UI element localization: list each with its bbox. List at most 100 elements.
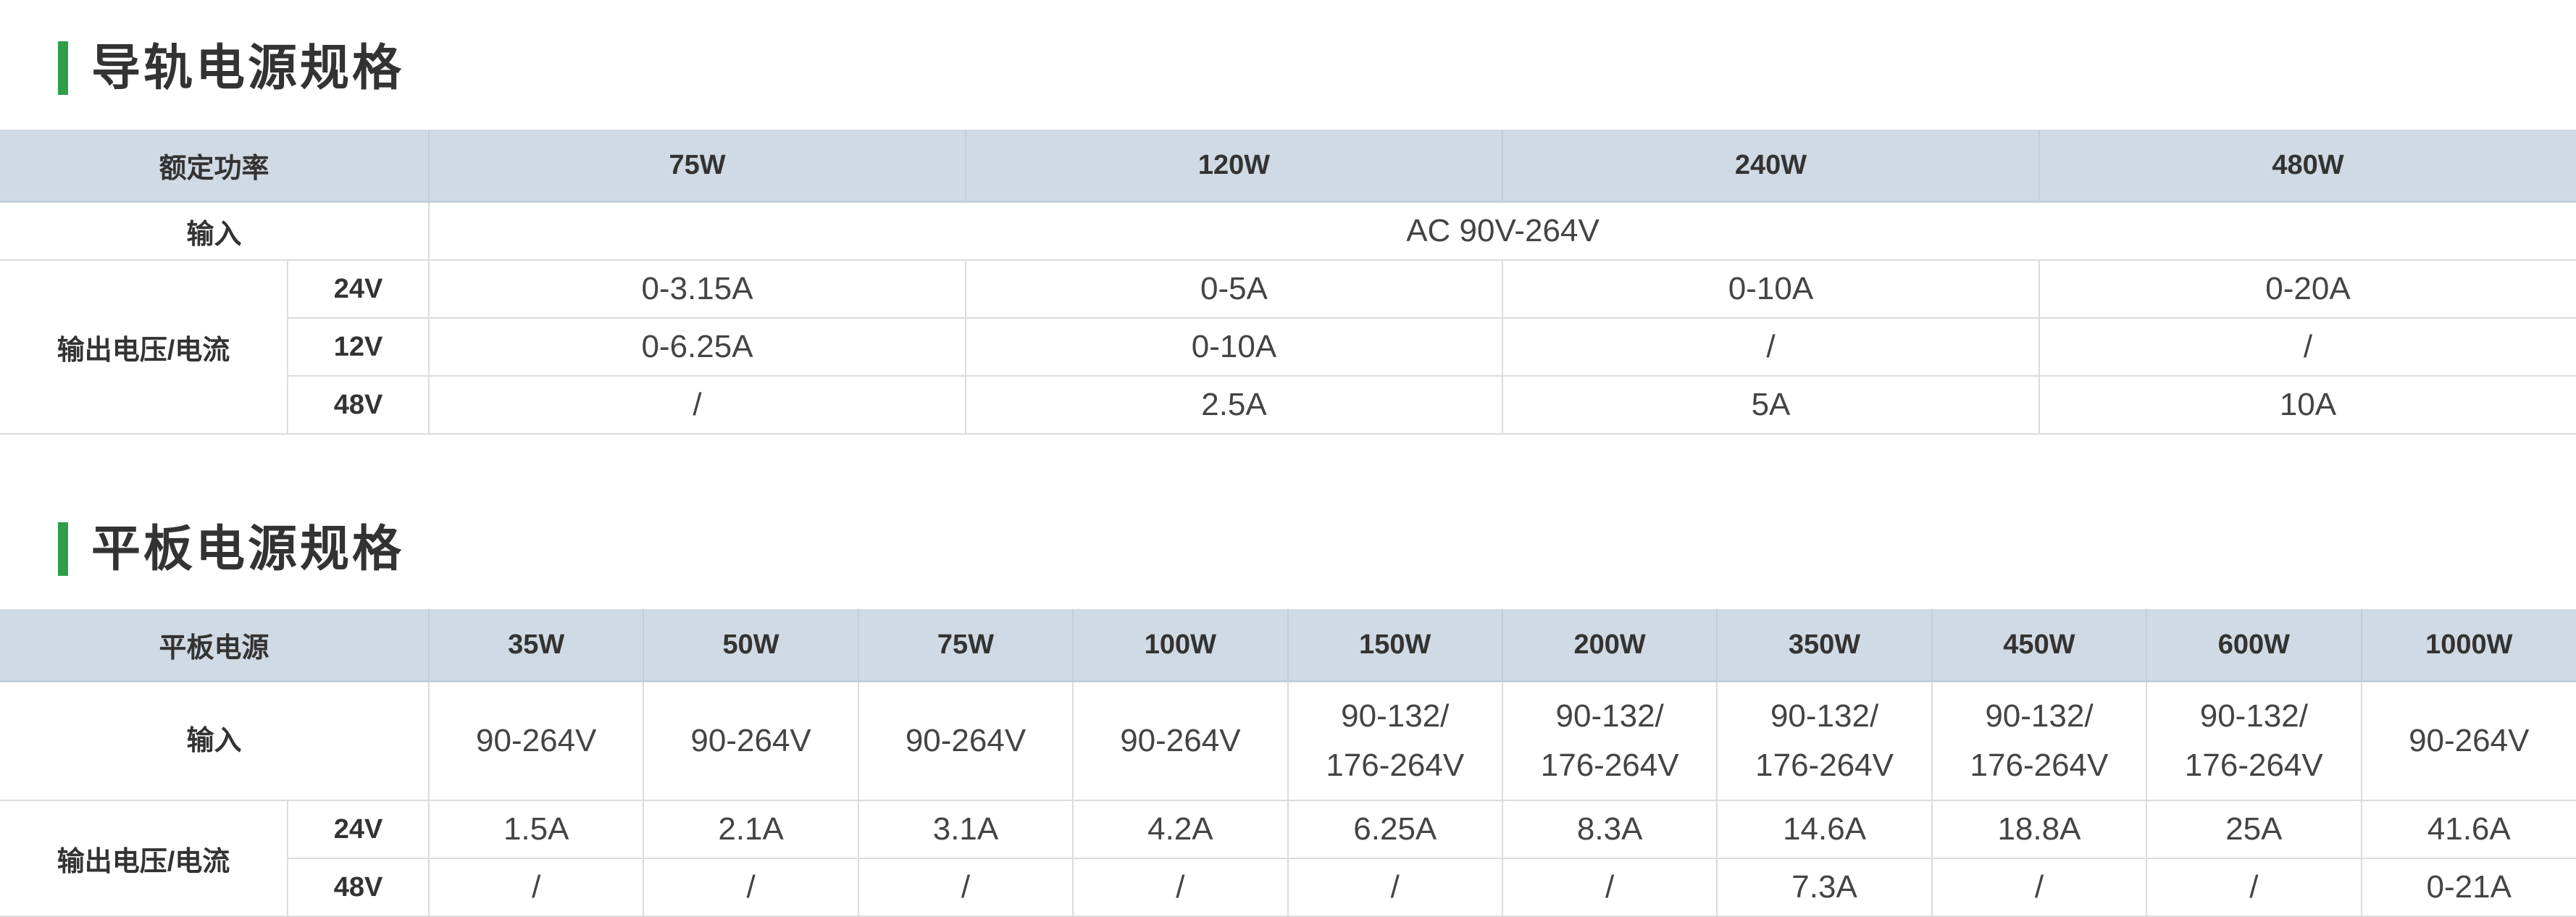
cell: 3.1A: [857, 800, 1074, 859]
input-line: 90-264V: [476, 723, 597, 758]
cell: /: [428, 375, 966, 435]
header-power: 200W: [1501, 609, 1718, 682]
cell: 2.1A: [643, 800, 859, 859]
input-value: AC 90V-264V: [428, 201, 2576, 261]
table-header-row: 平板电源 35W 50W 75W 100W 150W 200W 350W 450W 600W 10…: [0, 609, 2576, 682]
table-row: 输出电压/电流 24V 0-3.15A 0-5A 0-10A 0-20A: [0, 259, 2576, 435]
output-label: 输出电压/电流: [0, 259, 288, 435]
accent-bar: [58, 41, 68, 95]
input-value: 90-132/176-264V: [1931, 680, 2148, 801]
panel-spec-table: 平板电源 35W 50W 75W 100W 150W 200W 350W 450W 600W 10…: [0, 609, 2576, 917]
header-power: 150W: [1287, 609, 1503, 682]
voltage-label: 24V: [286, 259, 430, 319]
cell: /: [1072, 858, 1289, 917]
voltage-label: 12V: [288, 317, 430, 377]
input-label: 输入: [0, 201, 430, 261]
input-value: 90-264V: [857, 680, 1074, 801]
input-line: 90-132/: [1770, 698, 1879, 734]
header-power: 240W: [1501, 130, 2040, 203]
input-line: 176-264V: [1970, 748, 2109, 783]
header-power: 480W: [2038, 130, 2576, 203]
cell: 4.2A: [1072, 800, 1289, 859]
input-line: 176-264V: [1326, 748, 1465, 783]
accent-bar: [58, 522, 68, 576]
table-row: 12V 0-6.25A 0-10A / /: [0, 317, 2576, 377]
header-label: 平板电源: [0, 609, 430, 682]
cell: 0-3.15A: [428, 259, 966, 319]
input-line: 176-264V: [2184, 748, 2323, 783]
cell: 5A: [1501, 375, 2040, 435]
input-line: 90-132/: [2199, 698, 2308, 734]
input-value: 90-132/176-264V: [1716, 680, 1933, 801]
input-label: 输入: [0, 680, 430, 801]
table-row: 输出电压/电流 24V 1.5A 2.1A 3.1A 4.2A 6.25A 8.3A 14.…: [0, 800, 2576, 917]
cell: /: [1501, 317, 2040, 377]
cell: /: [1501, 858, 1718, 917]
cell: 0-10A: [965, 317, 1503, 377]
input-line: 90-264V: [2409, 723, 2530, 758]
header-power: 1000W: [2360, 609, 2576, 682]
input-line: 90-264V: [690, 723, 811, 758]
input-line: 176-264V: [1755, 748, 1894, 783]
header-power: 600W: [2146, 609, 2362, 682]
cell: 6.25A: [1287, 800, 1503, 859]
header-label: 额定功率: [0, 130, 430, 203]
panel-section-title: 平板电源规格: [58, 520, 404, 578]
panel-title-text: 平板电源规格: [91, 522, 405, 577]
rail-section-title: 导轨电源规格: [58, 39, 404, 97]
cell: 0-21A: [2360, 858, 2576, 917]
cell: /: [2038, 317, 2576, 377]
table-header-row: 额定功率 75W 120W 240W 480W: [0, 130, 2576, 203]
cell: /: [428, 858, 645, 917]
input-line: 90-132/: [1985, 698, 2094, 734]
input-value: 90-264V: [1072, 680, 1289, 801]
cell: 0-6.25A: [428, 317, 966, 377]
input-value: 90-264V: [643, 680, 859, 801]
input-value: 90-264V: [2360, 680, 2576, 801]
table-row: 48V / / / / //7.3A //0-21A: [0, 858, 2576, 917]
cell: /: [857, 858, 1074, 917]
header-power: 35W: [428, 609, 645, 682]
header-power: 100W: [1072, 609, 1289, 682]
cell: 0-5A: [965, 259, 1503, 319]
header-power: 75W: [857, 609, 1074, 682]
header-power: 120W: [965, 130, 1503, 203]
table-row: 输入 AC 90V-264V: [0, 201, 2576, 261]
table-row: 输入 90-264V 90-264V 90-264V 90-264V 90-132/17…: [0, 680, 2576, 801]
input-line: 176-264V: [1540, 748, 1679, 783]
cell: 2.5A: [965, 375, 1503, 435]
cell: 0-20A: [2038, 259, 2576, 319]
input-value: 90-132/176-264V: [1287, 680, 1503, 801]
rail-title-text: 导轨电源规格: [91, 41, 405, 96]
input-line: 90-264V: [1120, 723, 1241, 758]
cell: 41.6A: [2360, 800, 2576, 859]
input-line: 90-132/: [1555, 698, 1664, 734]
cell: 10A: [2038, 375, 2576, 435]
input-value: 90-264V: [428, 680, 645, 801]
voltage-label: 48V: [288, 858, 430, 917]
cell: /: [2146, 858, 2362, 917]
input-line: 90-264V: [905, 723, 1026, 758]
rail-spec-table: 额定功率 75W 120W 240W 480W 输入 AC 90V-264V 输…: [0, 130, 2576, 435]
cell: 25A: [2146, 800, 2362, 859]
cell: 18.8A: [1931, 800, 2148, 859]
cell: /: [643, 858, 859, 917]
cell: 0-10A: [1501, 259, 2040, 319]
output-label: 输出电压/电流: [0, 800, 288, 917]
table-row: 48V / 2.5A 5A 10A: [0, 375, 2576, 435]
header-power: 350W: [1716, 609, 1933, 682]
cell: /: [1931, 858, 2148, 917]
input-line: 90-132/: [1341, 698, 1450, 734]
cell: /: [1287, 858, 1503, 917]
cell: 14.6A: [1716, 800, 1933, 859]
voltage-label: 48V: [288, 375, 430, 435]
header-power: 75W: [428, 130, 966, 203]
cell: 8.3A: [1501, 800, 1718, 859]
cell: 7.3A: [1716, 858, 1933, 917]
input-value: 90-132/176-264V: [1501, 680, 1718, 801]
header-power: 50W: [643, 609, 859, 682]
header-power: 450W: [1931, 609, 2148, 682]
cell: 1.5A: [428, 800, 645, 859]
input-value: 90-132/176-264V: [2146, 680, 2362, 801]
voltage-label: 24V: [286, 800, 430, 859]
